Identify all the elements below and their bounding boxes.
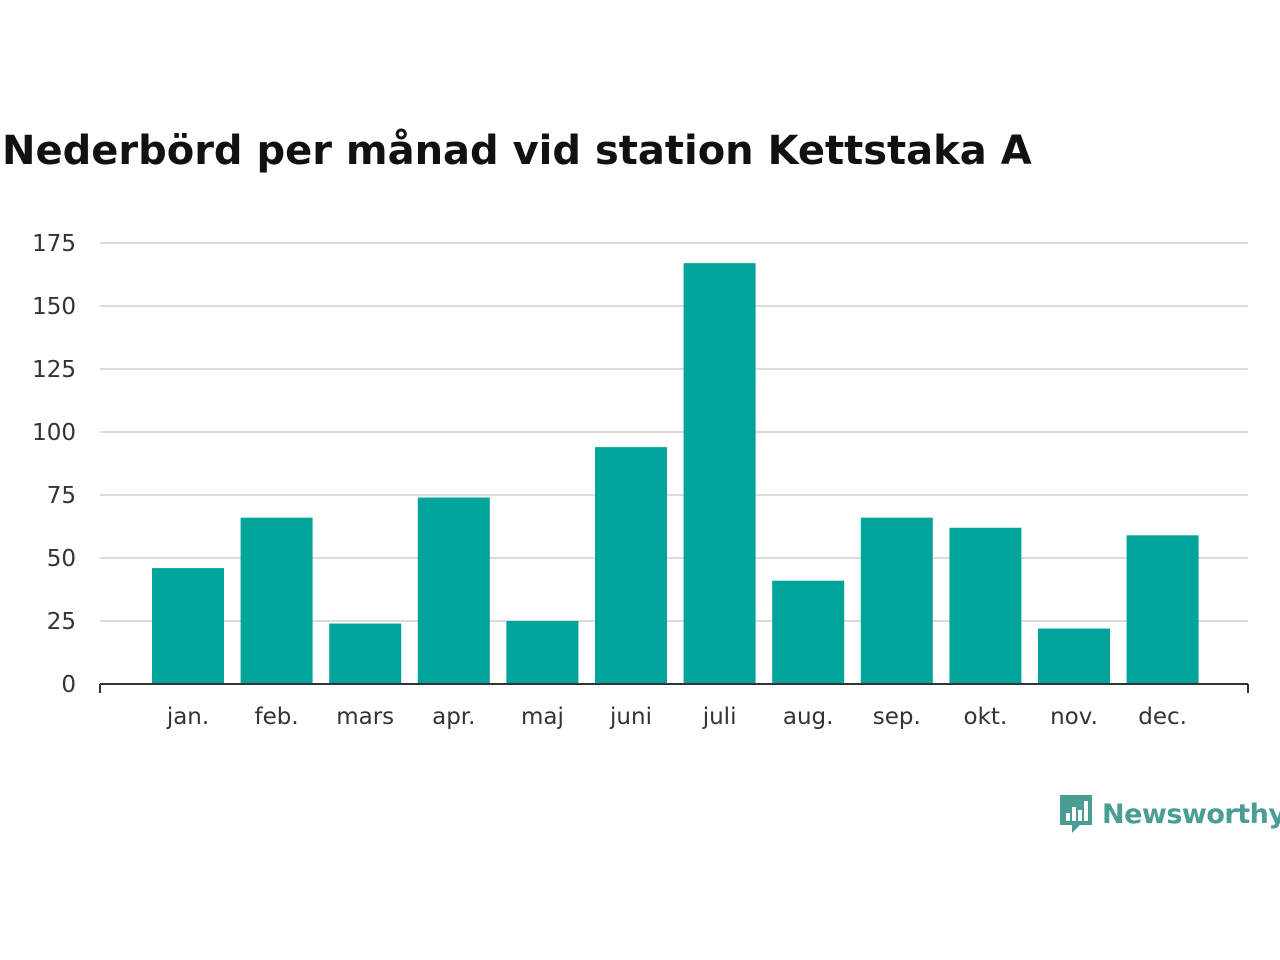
y-tick-label: 150 — [32, 294, 76, 320]
y-tick-label: 100 — [32, 420, 76, 446]
bar-mars — [329, 623, 402, 684]
newsworthy-logo: Newsworthy — [1058, 790, 1280, 838]
y-tick-labels: 0 25 50 75 100 125 150 175 — [32, 231, 76, 698]
x-tick-label: nov. — [1050, 704, 1098, 730]
chart-title: Nederbörd per månad vid station Kettstak… — [2, 128, 1032, 174]
x-tick-label: juli — [702, 704, 737, 730]
y-tick-label: 50 — [47, 546, 76, 572]
bar-sep — [860, 517, 933, 684]
bar-okt — [949, 527, 1022, 684]
y-tick-label: 25 — [47, 609, 76, 635]
bar-aug — [772, 580, 845, 684]
x-tick-label: apr. — [432, 704, 475, 730]
bar-maj — [506, 621, 579, 684]
x-tick-label: maj — [521, 704, 564, 730]
bar-nov — [1038, 628, 1110, 684]
y-tick-label: 175 — [32, 231, 76, 257]
bar-feb — [240, 517, 313, 684]
bar-juli — [683, 263, 756, 684]
y-tick-label: 0 — [61, 672, 76, 698]
brand-name: Newsworthy — [1102, 798, 1280, 830]
x-tick-label: feb. — [255, 704, 299, 730]
bar-juni — [595, 447, 667, 684]
y-tick-label: 75 — [47, 483, 76, 509]
bar-jan — [152, 568, 224, 684]
newsworthy-logo-icon — [1060, 795, 1092, 833]
x-tick-labels: jan. feb. mars apr. maj juni juli aug. sep. okt. n… — [166, 704, 1187, 730]
x-tick-label: aug. — [783, 704, 834, 730]
bar-apr — [417, 497, 490, 684]
x-tick-label: dec. — [1138, 704, 1187, 730]
x-tick-label: sep. — [873, 704, 921, 730]
x-tick-label: jan. — [166, 704, 209, 730]
y-tick-label: 125 — [32, 357, 76, 383]
x-tick-label: juni — [609, 704, 652, 730]
x-axis — [99, 683, 1249, 693]
x-tick-label: mars — [336, 704, 394, 730]
bar-dec — [1126, 535, 1199, 684]
bars — [152, 263, 1199, 684]
x-tick-label: okt. — [964, 704, 1008, 730]
